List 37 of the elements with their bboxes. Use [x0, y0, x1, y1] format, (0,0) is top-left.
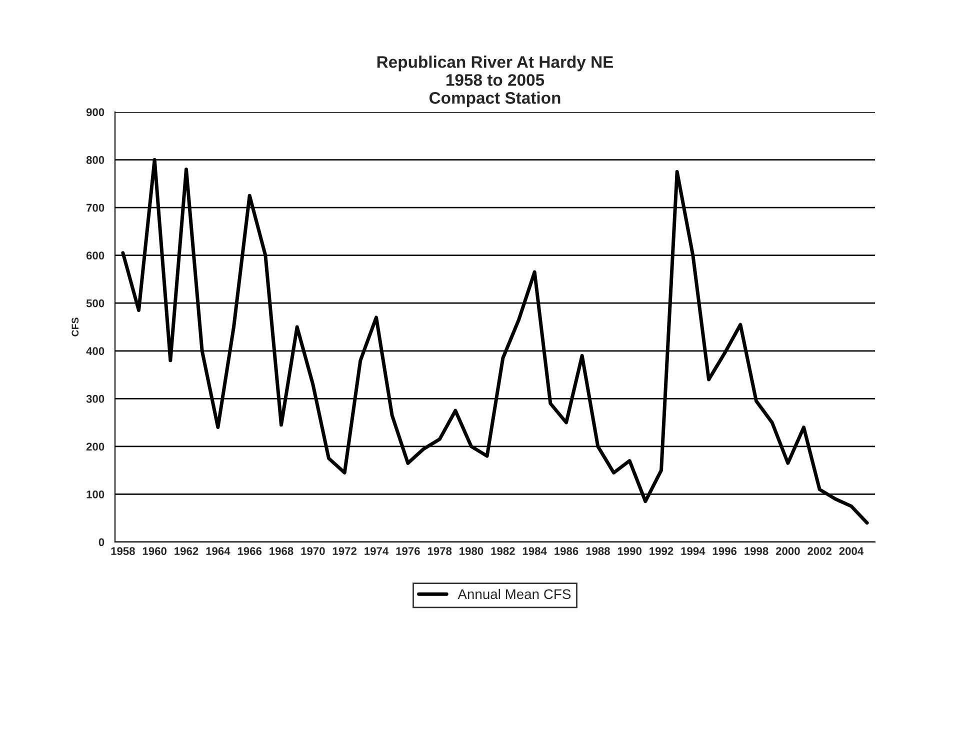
x-tick-label: 1968 — [270, 547, 294, 556]
x-tick-label: 1978 — [428, 547, 452, 556]
y-tick-label: 200 — [86, 442, 104, 451]
x-tick-label: 2002 — [808, 547, 832, 556]
x-tick-label: 1964 — [206, 547, 230, 556]
x-tick-label: 1992 — [650, 547, 674, 556]
y-axis-title: CFS — [72, 318, 79, 336]
chart-title: Republican River At Hardy NE 1958 to 2005 Compact Station — [377, 56, 614, 108]
y-tick-label: 600 — [86, 252, 104, 260]
x-tick-label: 1984 — [522, 547, 547, 556]
x-tick-label: 2000 — [776, 547, 800, 556]
x-tick-label: 1986 — [554, 547, 578, 556]
x-tick-label: 1966 — [238, 547, 262, 556]
legend-label: Annual Mean CFS — [458, 588, 571, 600]
x-tick-label: 1972 — [332, 547, 356, 556]
y-tick-label: 800 — [86, 156, 104, 164]
x-tick-label: 1994 — [681, 547, 706, 556]
y-tick-label: 0 — [98, 538, 104, 546]
x-tick-label: 1974 — [364, 547, 389, 556]
x-tick-label: 1970 — [301, 547, 325, 556]
y-tick-label: 300 — [86, 394, 104, 403]
y-tick-label: 900 — [86, 108, 104, 116]
y-tick-label: 500 — [86, 299, 104, 308]
x-tick-label: 1998 — [744, 547, 768, 556]
x-tick-label: 1996 — [712, 547, 737, 556]
y-tick-label: 400 — [86, 347, 104, 356]
x-tick-label: 1988 — [586, 547, 610, 556]
y-tick-label: 700 — [86, 204, 104, 212]
x-tick-label: 1980 — [460, 547, 484, 556]
x-tick-label: 2004 — [839, 547, 864, 556]
x-tick-label: 1990 — [618, 547, 642, 556]
x-tick-label: 1976 — [396, 547, 420, 556]
x-tick-label: 1982 — [491, 547, 515, 556]
x-tick-label: 1960 — [142, 547, 166, 556]
x-tick-label: 1962 — [174, 547, 198, 556]
x-tick-label: 1958 — [111, 547, 135, 556]
y-tick-label: 100 — [86, 490, 104, 498]
